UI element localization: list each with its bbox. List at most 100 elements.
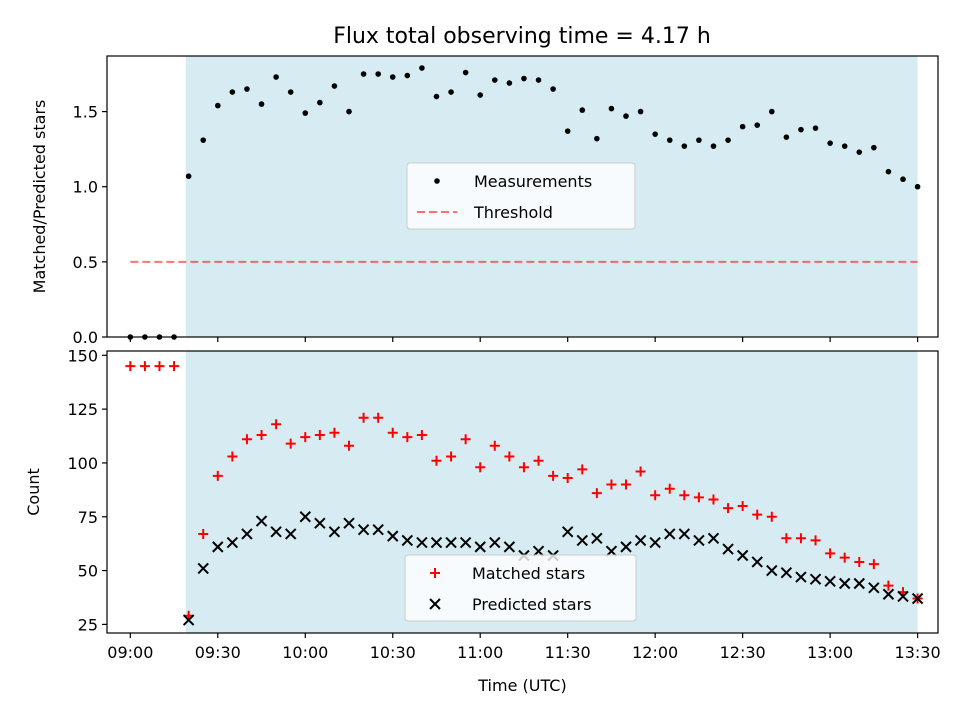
legend-label: Predicted stars [472,595,592,614]
axes-frame [106,350,939,634]
predicted-stars-point [284,528,297,540]
y-tick-label: 75 [78,508,98,527]
matched-stars-point [169,361,180,372]
measurement-point [856,149,863,155]
measurement-point [462,69,469,76]
matched-stars-point [635,466,646,477]
x-tick-label: 13:30 [895,643,941,662]
matched-stars-point [504,451,515,462]
predicted-stars-point [707,532,720,544]
matched-stars-point [562,473,573,484]
x-tick-label: 09:30 [195,643,241,662]
measurement-point [258,101,265,107]
predicted-stars-point [314,517,326,529]
measurement-point [696,137,702,143]
predicted-stars-point [766,564,778,577]
measurement-point [885,168,892,175]
matched-stars-point [139,361,150,372]
predicted-stars-point [591,532,603,544]
predicted-stars-point [474,541,486,553]
legend-box [404,554,637,622]
predicted-stars-point [372,523,384,536]
predicted-stars-point [853,577,865,590]
matched-stars-point [577,464,588,475]
predicted-stars-point [664,528,676,540]
x-tick-label: 12:00 [632,643,678,662]
predicted-stars-point [824,575,836,588]
predicted-stars-point [182,614,195,626]
predicted-stars-point [882,588,895,600]
predicted-stars-point [328,526,341,538]
y-tick-label: 1.0 [73,178,98,197]
x-tick-label: 10:30 [370,643,416,662]
matched-stars-point [212,470,223,481]
predicted-stars-point [795,571,807,583]
measurement-point [623,113,629,119]
matched-stars-point [723,503,734,514]
matched-stars-point [431,455,442,466]
matched-stars-point [810,535,821,546]
matched-stars-point [489,440,500,451]
matched-stars-point [300,432,311,443]
matched-stars-point [839,552,850,563]
y-tick-label: 150 [67,346,98,365]
matched-stars-point [271,419,282,430]
matched-stars-point [446,451,457,462]
measurement-point [200,137,207,143]
measurement-point [652,131,658,137]
x-tick-label: 11:00 [457,643,503,662]
measurement-point [244,86,250,92]
predicted-stars-point [212,541,224,553]
legend: Matched stars Predicted stars [404,554,637,622]
predicted-stars-point [299,511,311,523]
measurement-point [346,108,352,115]
measurement-point [419,65,425,71]
measurement-point [521,75,527,82]
matched-stars-point [766,511,777,522]
matched-stars-point [460,434,471,445]
measurement-point [375,71,381,77]
predicted-stars-point [401,534,414,547]
predicted-stars-point [634,534,647,547]
measurement-point [477,92,484,98]
measurement-point [608,105,615,112]
legend-matched-marker [430,568,440,578]
matched-stars-point [154,361,165,372]
measurement-point [681,143,688,149]
matched-stars-point [591,488,602,499]
matched-stars-point [781,533,792,544]
legend-predicted-marker [429,598,441,610]
matched-stars-point [737,500,748,511]
predicted-stars-point [561,526,574,538]
predicted-stars-point [357,523,370,536]
x-tick-label: 13:00 [807,643,853,662]
predicted-stars-point [780,567,793,579]
measurement-point [914,183,921,190]
x-tick-label: 12:30 [720,643,766,662]
predicted-stars-point [197,562,209,575]
matched-stars-point [344,440,355,451]
predicted-stars-point [270,526,282,538]
predicted-stars-point [868,582,880,594]
x-tick-label: 10:00 [282,643,328,662]
measurement-point [317,99,323,106]
predicted-stars-point [416,536,428,549]
y-tick-label: 125 [67,400,98,419]
predicted-stars-point [503,541,516,553]
predicted-stars-point [838,577,851,590]
measurement-point [360,71,367,77]
measurement-point [769,108,775,115]
predicted-stars-point [751,556,763,568]
legend-label: Matched stars [472,564,585,583]
predicted-stars-point [343,517,355,529]
measurement-point [185,173,192,180]
y-tick-label: 1.5 [73,103,98,122]
y-tick-label: 25 [78,615,98,634]
x-tick-label: 11:30 [545,643,591,662]
measurement-point [637,108,644,115]
measurement-point [871,144,877,151]
y-tick-label: 50 [78,562,98,581]
legend-label: Measurements [474,172,592,191]
predicted-stars-point [241,528,253,540]
